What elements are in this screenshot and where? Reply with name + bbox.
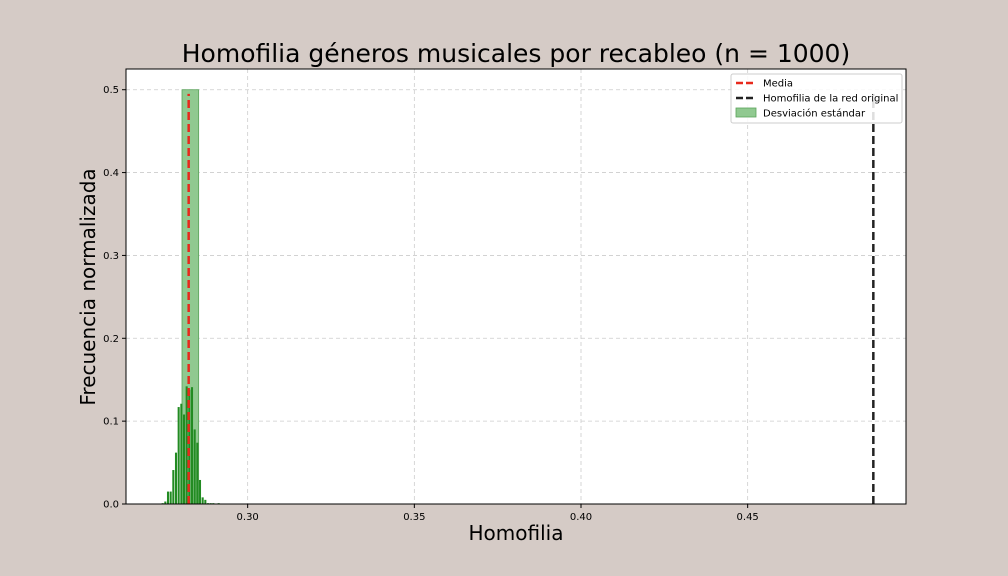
x-tick-label: 0.30 bbox=[237, 512, 259, 523]
y-tick-label: 0.1 bbox=[103, 417, 119, 428]
plot-frame bbox=[125, 68, 907, 505]
legend-mean-label: Media bbox=[763, 79, 793, 90]
histogram-bars bbox=[161, 386, 220, 504]
y-axis-label: Frecuencia normalizada bbox=[76, 168, 100, 405]
legend-std-label: Desviación estándar bbox=[763, 108, 866, 120]
y-tick-label: 0.4 bbox=[103, 168, 119, 179]
y-tick-label: 0.0 bbox=[103, 500, 119, 511]
chart-title: Homofilia géneros musicales por recableo… bbox=[182, 39, 850, 68]
histogram-bar bbox=[166, 491, 170, 504]
histogram-bar bbox=[169, 491, 172, 504]
histogram-bar bbox=[188, 389, 191, 504]
y-tick-label: 0.5 bbox=[103, 85, 119, 96]
histogram-bar bbox=[196, 442, 199, 504]
histogram-bar bbox=[182, 414, 186, 504]
x-axis-label: Homofilia bbox=[469, 521, 564, 545]
histogram-bar bbox=[177, 407, 180, 504]
histogram-bar bbox=[190, 387, 194, 504]
plot-area bbox=[126, 69, 906, 504]
x-tick-label: 0.35 bbox=[403, 512, 425, 523]
legend-original-label: Homofilia de la red original bbox=[763, 94, 898, 105]
y-tick-label: 0.2 bbox=[103, 334, 119, 345]
legend-std-swatch bbox=[735, 107, 757, 118]
histogram-bar bbox=[174, 452, 178, 504]
histogram-bar bbox=[172, 470, 175, 504]
legend-box bbox=[730, 73, 903, 124]
y-tick-label: 0.3 bbox=[103, 251, 119, 262]
histogram-bar bbox=[198, 479, 202, 504]
histogram-bar bbox=[185, 386, 188, 504]
x-tick-label: 0.45 bbox=[737, 512, 759, 523]
histogram-bar bbox=[204, 499, 207, 504]
axis-ticks: 0.30 0.35 0.40 0.45 0.0 0.1 0.2 0.3 0.4 0.5 bbox=[103, 85, 759, 523]
histogram-bar bbox=[180, 403, 183, 504]
histogram-bar bbox=[193, 429, 196, 504]
reference-lines bbox=[187, 93, 875, 504]
legend: Media Homofilia de la red original Desvi… bbox=[730, 73, 903, 124]
histogram-bar bbox=[164, 501, 167, 504]
x-tick-label: 0.40 bbox=[570, 512, 592, 523]
histogram-bar bbox=[201, 497, 204, 504]
grid-lines bbox=[126, 69, 906, 505]
